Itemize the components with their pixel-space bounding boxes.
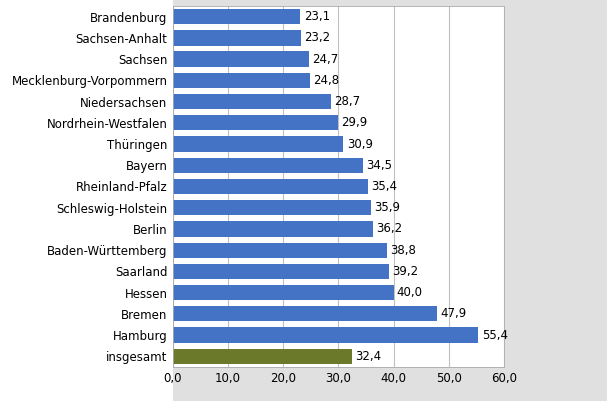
- Bar: [173, 115, 338, 130]
- Text: 24,8: 24,8: [313, 74, 339, 87]
- Text: 35,9: 35,9: [375, 201, 400, 214]
- Text: 47,9: 47,9: [441, 307, 467, 320]
- Bar: [173, 328, 478, 343]
- Text: 35,4: 35,4: [371, 180, 398, 193]
- Bar: [173, 94, 331, 109]
- Text: 39,2: 39,2: [393, 265, 419, 278]
- Bar: [173, 73, 310, 88]
- Bar: [173, 136, 344, 152]
- Bar: [173, 306, 437, 322]
- Text: 55,4: 55,4: [482, 328, 508, 342]
- Text: 23,2: 23,2: [304, 31, 330, 45]
- Text: 34,5: 34,5: [367, 159, 393, 172]
- Bar: [173, 285, 393, 300]
- Text: 36,2: 36,2: [376, 223, 402, 235]
- Text: 29,9: 29,9: [341, 116, 367, 129]
- Bar: [173, 348, 351, 364]
- Text: 32,4: 32,4: [355, 350, 381, 363]
- Bar: [173, 243, 387, 258]
- Bar: [173, 264, 389, 279]
- Bar: [173, 221, 373, 237]
- Bar: [173, 51, 309, 67]
- Bar: [173, 30, 301, 45]
- Text: 24,7: 24,7: [313, 53, 339, 66]
- Text: 38,8: 38,8: [390, 244, 416, 257]
- Text: 23,1: 23,1: [304, 10, 330, 23]
- Bar: [173, 200, 371, 215]
- Text: 40,0: 40,0: [397, 286, 423, 299]
- Bar: [173, 158, 363, 173]
- Text: 30,9: 30,9: [347, 138, 373, 150]
- Text: 28,7: 28,7: [334, 95, 361, 108]
- Bar: [173, 9, 300, 24]
- Bar: [173, 179, 368, 194]
